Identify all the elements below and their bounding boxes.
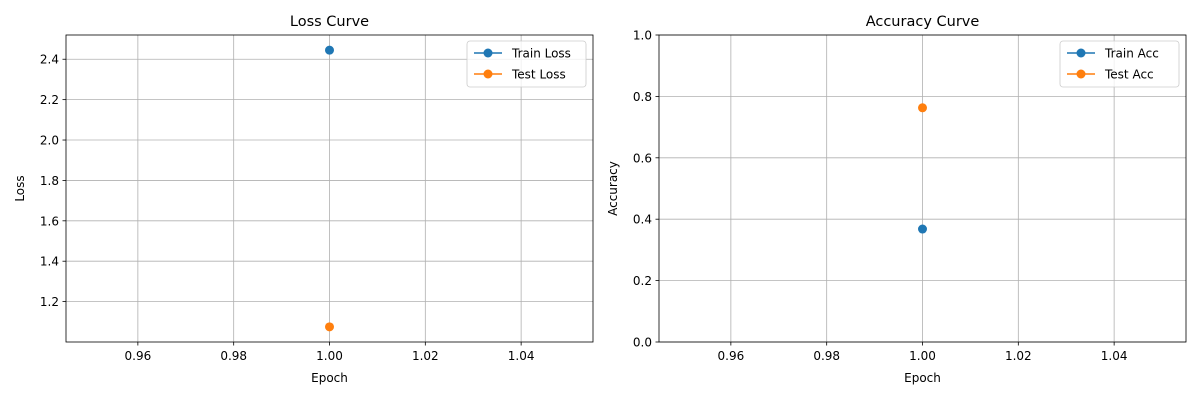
y-tick-label: 2.0 [40, 134, 59, 148]
data-point-test-loss [325, 322, 334, 332]
legend-marker [483, 69, 493, 79]
legend-marker [1076, 48, 1086, 58]
y-tick-label: 0.8 [633, 90, 652, 104]
x-tick-label: 1.02 [412, 349, 439, 363]
y-tick-label: 0.2 [633, 274, 652, 288]
x-tick-label: 1.04 [1101, 349, 1128, 363]
data-point-train-loss [325, 45, 334, 55]
y-tick-label: 0.6 [633, 151, 652, 165]
y-tick-label: 2.4 [40, 53, 59, 67]
chart-panel-1: 0.96 0.98 1.00 1.02 1.04 1.2 1.4 1.6 1.8 2.0 2.2 2.… [13, 14, 594, 385]
x-tick-label: 0.98 [220, 349, 247, 363]
x-tick-label: 0.96 [125, 349, 152, 363]
legend-marker [483, 48, 493, 58]
x-tick-label: 1.02 [1005, 349, 1032, 363]
data-point-train-acc [918, 224, 927, 234]
legend: Train Acc Test Acc [1059, 40, 1180, 88]
x-tick-label: 1.04 [508, 349, 535, 363]
x-axis-label: Epoch [904, 371, 941, 385]
x-tick-label: 1.00 [316, 349, 343, 363]
y-tick-label: 1.6 [40, 214, 59, 228]
x-tick-label: 0.98 [813, 349, 840, 363]
chart-title: Accuracy Curve [866, 14, 980, 30]
legend: Train Loss Test Loss [466, 40, 587, 88]
x-axis-label: Epoch [311, 371, 348, 385]
chart-panel-2: 0.96 0.98 1.00 1.02 1.04 0.0 0.2 0.4 0.6 0.8 1.0 Ac… [606, 14, 1187, 385]
y-tick-label: 1.2 [40, 295, 59, 309]
legend-marker [1076, 69, 1086, 79]
legend-label: Test Loss [511, 68, 566, 82]
legend-label: Train Acc [1104, 47, 1159, 61]
x-tick-label: 0.96 [718, 349, 745, 363]
y-tick-label: 0.4 [633, 213, 652, 227]
legend-label: Test Acc [1104, 68, 1154, 82]
legend-label: Train Loss [511, 47, 571, 61]
y-tick-label: 1.4 [40, 255, 59, 269]
y-axis-label: Loss [13, 175, 27, 201]
y-tick-label: 1.0 [633, 29, 652, 43]
y-tick-label: 2.2 [40, 93, 59, 107]
y-axis-label: Accuracy [606, 161, 620, 216]
y-tick-label: 1.8 [40, 174, 59, 188]
data-point-test-acc [918, 103, 927, 113]
y-tick-label: 0.0 [633, 336, 652, 350]
chart-title: Loss Curve [290, 14, 369, 30]
x-tick-label: 1.00 [909, 349, 936, 363]
